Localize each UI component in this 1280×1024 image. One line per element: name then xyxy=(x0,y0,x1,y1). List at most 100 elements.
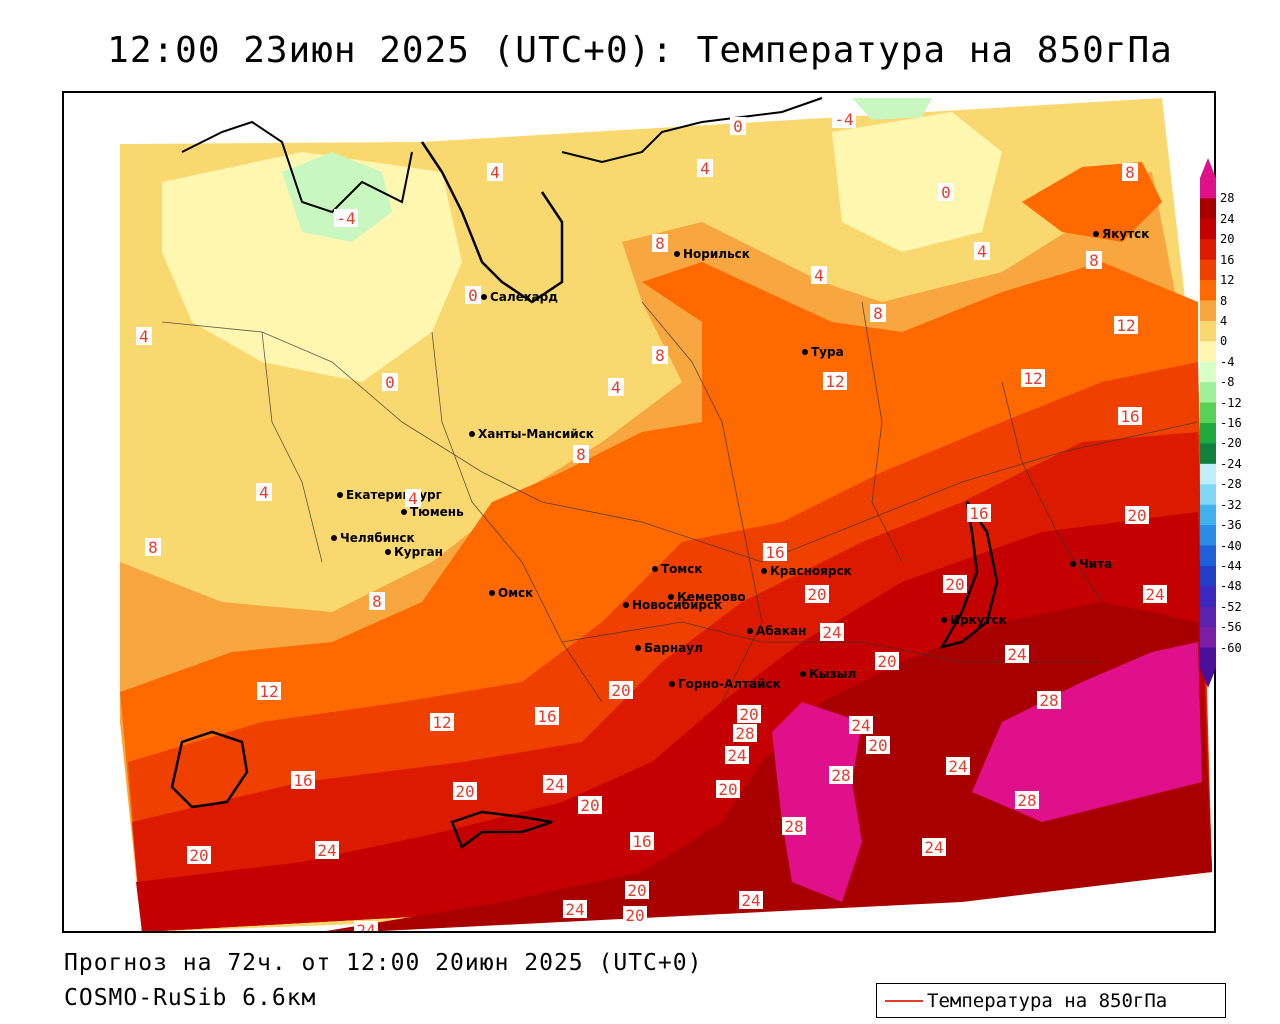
lake-balkhash xyxy=(450,810,553,849)
colorbar-tick-label: 20 xyxy=(1220,232,1235,247)
city-label: Томск xyxy=(661,562,703,576)
legend: Температура на 850гПа xyxy=(876,983,1226,1018)
cold-pocket-green xyxy=(282,152,392,242)
isotherm-label-bg xyxy=(870,304,886,322)
colorbar-tick-label: -36 xyxy=(1220,518,1242,533)
city-marker xyxy=(802,349,808,355)
city-marker xyxy=(481,294,487,300)
isotherm-label: 4 xyxy=(259,483,269,502)
isotherm-label-bg xyxy=(849,716,873,734)
cold-pocket-east xyxy=(832,112,1002,252)
colorbar-tick-label: 28 xyxy=(1220,191,1235,206)
city-marker xyxy=(1070,561,1076,567)
colorbar-tick-label: 12 xyxy=(1220,273,1235,288)
map-frame: Норильск Якутск Салехард Тура Ханты-Мансийск… xyxy=(62,91,1216,933)
isotherm-label: 20 xyxy=(627,881,646,900)
city-marker xyxy=(669,681,675,687)
city-label: Барнаул xyxy=(644,641,703,655)
lake-baikal xyxy=(939,501,999,649)
isotherm-label-bg xyxy=(630,832,654,850)
isotherm-label-bg xyxy=(453,782,477,800)
city-label: Чита xyxy=(1079,557,1112,571)
colorbar-segment xyxy=(1200,565,1216,587)
colorbar-segment xyxy=(1200,382,1216,404)
colorbar-arrow-top xyxy=(1200,158,1216,178)
colorbar-segment xyxy=(1200,627,1216,649)
hot-pocket-east xyxy=(972,642,1202,822)
colorbar-tick-label: 16 xyxy=(1220,252,1235,267)
isotherm-label: 20 xyxy=(877,652,896,671)
colorbar-segment xyxy=(1200,423,1216,444)
colorbar-tick-label: 4 xyxy=(1220,313,1228,328)
isotherm-label: 20 xyxy=(868,736,887,755)
colorbar-tick-label: -12 xyxy=(1220,395,1242,410)
isotherm-label: 20 xyxy=(807,585,826,604)
city-marker xyxy=(674,251,680,257)
isotherm-label: 24 xyxy=(924,838,943,857)
isotherm-label: 16 xyxy=(765,543,784,562)
city-marker xyxy=(385,549,391,555)
isotherm-label-bg xyxy=(1021,369,1045,387)
isotherm-label-bg xyxy=(487,163,503,181)
colorbar-segment xyxy=(1200,586,1216,608)
isotherm-label-bg xyxy=(543,775,567,793)
city-label: Кемерово xyxy=(677,590,746,604)
isotherm-label: 24 xyxy=(545,775,564,794)
colorbar-tick-label: 0 xyxy=(1220,334,1228,349)
isotherm-label: 24 xyxy=(317,841,336,860)
city-label: Якутск xyxy=(1102,227,1149,241)
isotherm-label: 24 xyxy=(851,716,870,735)
isotherm-label-bg xyxy=(1125,506,1149,524)
isotherm-label-bg xyxy=(334,209,358,227)
isotherm-label-bg xyxy=(1114,316,1138,334)
coastline-arctic-west xyxy=(181,120,413,214)
city-label: Норильск xyxy=(683,247,750,261)
map-title: 12:00 23июн 2025 (UTC+0): Температура на… xyxy=(107,30,1173,71)
isotherm-label: 20 xyxy=(611,681,630,700)
isotherm-label: 0 xyxy=(941,183,951,202)
isotherm-label-bg xyxy=(256,483,272,501)
isotherm-label: 0 xyxy=(385,373,395,392)
isotherm-label-bg xyxy=(763,543,787,561)
colorbar-segment xyxy=(1200,361,1216,383)
isotherm-label-bg xyxy=(1086,251,1102,269)
city-marker xyxy=(635,645,641,651)
isotherm-label-bg xyxy=(974,242,990,260)
isotherm-label-bg xyxy=(369,592,385,610)
city-label: Ханты-Мансийск xyxy=(478,427,594,441)
colorbar-segment xyxy=(1200,341,1216,363)
isotherm-label: 4 xyxy=(700,159,710,178)
colorbar-segment xyxy=(1200,259,1216,281)
isotherm-label-bg xyxy=(805,585,829,603)
colorbar-segment xyxy=(1200,606,1216,628)
isotherm-label: 12 xyxy=(1116,316,1135,335)
isotherm-label: 24 xyxy=(741,891,760,910)
isotherm-label: 28 xyxy=(1039,691,1058,710)
colorbar-tick-label: 24 xyxy=(1220,211,1235,226)
temperature-colorbar xyxy=(1200,158,1216,688)
colorbar-tick-label: -20 xyxy=(1220,436,1242,451)
city-label: Горно-Алтайск xyxy=(678,677,781,691)
city-marker xyxy=(489,590,495,596)
isotherm-label: 28 xyxy=(784,817,803,836)
colorbar-tick-label: -28 xyxy=(1220,477,1242,492)
colorbar-segment xyxy=(1200,178,1216,199)
city-marker xyxy=(1093,231,1099,237)
isotherm-label: 24 xyxy=(1145,585,1164,604)
isotherm-label-bg xyxy=(739,891,763,909)
colorbar-segment xyxy=(1200,443,1216,465)
colorbar-segment xyxy=(1200,320,1216,342)
colorbar-segment xyxy=(1200,463,1216,485)
city-marker xyxy=(652,566,658,572)
isotherm-label-bg xyxy=(652,234,668,252)
isotherm-label-bg xyxy=(652,346,668,364)
isotherm-label: 8 xyxy=(372,592,382,611)
isotherm-label: 20 xyxy=(945,575,964,594)
isotherm-label-bg xyxy=(623,906,647,924)
isotherm-label: 24 xyxy=(1007,645,1026,664)
isotherm-label-bg xyxy=(465,286,481,304)
isotherm-label-bg xyxy=(563,900,587,918)
hot-pocket-central xyxy=(772,702,862,902)
city-label: Кызыл xyxy=(809,667,856,681)
isotherm-label-bg xyxy=(697,159,713,177)
